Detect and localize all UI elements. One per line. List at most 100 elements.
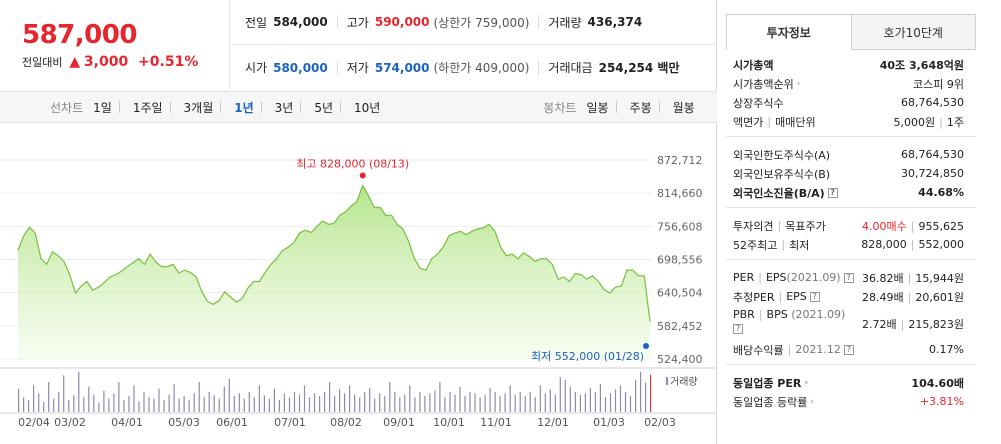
volume-bar: [389, 382, 391, 412]
change-percent: +0.51%: [138, 54, 199, 70]
volume-bar: [183, 396, 185, 412]
up-triangle-icon: ▲: [69, 54, 81, 70]
y-tick-label: 872,712: [657, 154, 703, 167]
volume-bar: [404, 394, 406, 412]
candle-weekly[interactable]: 주봉: [629, 100, 652, 115]
x-tick-label: 05/03: [168, 416, 200, 429]
low-marker: [643, 343, 649, 349]
stat-low: 저가 574,000 (하한가 409,000): [346, 60, 530, 76]
stat-volume: 거래량 436,374: [548, 15, 643, 30]
volume-bar: [394, 392, 396, 412]
stats-row-1: 전일 584,000 고가 590,000 (상한가 759,000) 거래량 …: [231, 0, 717, 45]
y-tick-label: 640,504: [657, 287, 703, 300]
est-per-row: 추정PER | EPS? 28.49배 | 20,601원: [733, 290, 964, 304]
period-3m[interactable]: 3개월: [183, 100, 214, 115]
divider: [220, 101, 222, 113]
market-cap-rank-row[interactable]: 시가총액순위 › 코스피 9위: [733, 77, 964, 91]
volume-bar: [43, 402, 45, 412]
volume-bar: [364, 392, 366, 412]
volume-bar: [554, 394, 556, 412]
volume-bar: [429, 393, 431, 412]
stat-high: 고가 590,000 (상한가 759,000): [346, 15, 530, 30]
volume-bar: [83, 397, 85, 412]
volume-bar: [354, 394, 356, 412]
volume-bar: [509, 385, 511, 412]
volume-bar: [414, 397, 416, 412]
tab-orderbook[interactable]: 호가10단계: [851, 14, 976, 50]
volume-bar: [529, 392, 531, 412]
volume-bar: [504, 393, 506, 412]
volume-bar: [609, 393, 612, 412]
section-market-cap: 시가총액 40조 3,648억원 시가총액순위 › 코스피 9위 상장주식수 68…: [726, 50, 976, 137]
volume-bar: [208, 392, 210, 412]
divider: [260, 101, 262, 113]
period-5y[interactable]: 5년: [314, 100, 334, 115]
volume-bar: [298, 394, 301, 412]
help-icon[interactable]: ?: [809, 291, 820, 302]
period-1w[interactable]: 1주일: [132, 100, 163, 115]
divider: [336, 60, 338, 75]
volume-bar: [559, 377, 561, 412]
industry-per-row[interactable]: 동일업종 PER › 104.60배: [733, 376, 964, 390]
market-cap-row: 시가총액 40조 3,648억원: [733, 58, 964, 72]
volume-bar: [218, 398, 220, 412]
volume-bar: [303, 385, 306, 412]
volume-bar: [118, 382, 120, 412]
industry-rate-row[interactable]: 동일업종 등락률 › +3.81%: [733, 395, 964, 409]
volume-bar: [198, 382, 200, 412]
y-tick-label: 756,608: [657, 220, 703, 233]
volume-bar: [434, 390, 436, 412]
volume-bar: [539, 385, 541, 412]
volume-bar: [73, 395, 75, 412]
help-icon[interactable]: ?: [733, 324, 743, 334]
volume-bar: [258, 385, 260, 412]
help-icon[interactable]: ?: [843, 344, 854, 355]
candle-daily[interactable]: 일봉: [586, 100, 609, 115]
volume-bar: [168, 394, 170, 412]
volume-bar: [243, 398, 245, 412]
volume-bar: [484, 394, 486, 412]
volume-bar: [384, 396, 386, 412]
candle-monthly[interactable]: 월봉: [672, 100, 695, 115]
dividend-row: 배당수익률 | 2021.12? 0.17%: [733, 343, 964, 357]
volume-bar: [439, 382, 441, 412]
current-price: 587,000: [22, 20, 137, 50]
foreign-holding-row: 외국인보유주식수(B) 30,724,850: [733, 167, 964, 181]
volume-bar: [319, 396, 321, 412]
volume-bar: [514, 394, 516, 412]
y-tick-label: 582,452: [657, 320, 703, 333]
tab-invest-info[interactable]: 투자정보: [726, 14, 852, 50]
volume-bar: [379, 393, 381, 412]
period-3y[interactable]: 3년: [274, 100, 294, 115]
period-1y[interactable]: 1년: [234, 100, 254, 115]
help-icon[interactable]: ?: [843, 272, 854, 283]
stat-turnover: 거래대금 254,254 백만: [548, 61, 680, 75]
volume-bar: [273, 388, 275, 412]
x-tick-label: 07/01: [274, 416, 306, 429]
price-change: 전일대비 ▲ 3,000 +0.51%: [22, 54, 229, 70]
volume-bar: [454, 394, 456, 412]
chevron-right-icon: ›: [810, 396, 814, 407]
volume-bar: [68, 400, 70, 412]
volume-bar: [213, 395, 215, 412]
volume-bar: [238, 393, 240, 412]
period-10y[interactable]: 10년: [354, 100, 381, 115]
volume-bar: [138, 401, 140, 412]
period-1d[interactable]: 1일: [93, 100, 112, 115]
chart-toolbar: 선차트 1일 1주일 3개월 1년 3년 5년 10년 봉차트 일봉 주봉 월봉: [0, 91, 717, 123]
divider: [336, 15, 338, 29]
volume-bar: [188, 400, 190, 412]
info-tabs: 투자정보 호가10단계: [726, 14, 976, 50]
volume-bar: [604, 397, 607, 412]
divider: [300, 101, 302, 113]
volume-bar: [619, 385, 622, 412]
y-tick-label: 698,556: [657, 254, 703, 267]
volume-bar: [28, 400, 30, 412]
x-tick-label: 10/01: [433, 416, 465, 429]
x-tick-label: 09/01: [383, 416, 415, 429]
candle-chart-label: 봉차트: [543, 100, 577, 115]
volume-bar: [228, 378, 230, 412]
volume-bar: [48, 382, 50, 412]
help-icon[interactable]: ?: [827, 187, 838, 198]
